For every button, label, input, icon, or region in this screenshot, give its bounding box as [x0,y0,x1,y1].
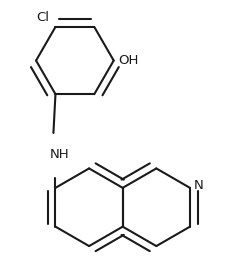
Text: Cl: Cl [36,11,49,24]
Text: OH: OH [117,54,137,67]
Text: N: N [193,179,203,192]
Text: NH: NH [50,148,69,161]
